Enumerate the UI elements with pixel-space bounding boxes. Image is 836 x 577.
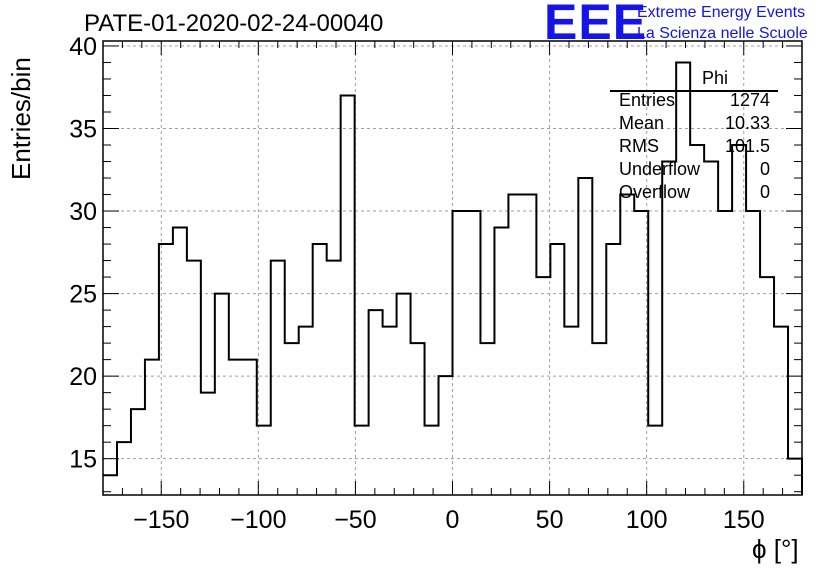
x-tick-label: −150 — [133, 506, 189, 534]
stats-box: Phi Entries 1274 Mean 10.33 RMS 101.5 Un… — [610, 67, 778, 204]
stats-row-rms: RMS 101.5 — [610, 135, 778, 158]
y-tick-label: 35 — [69, 115, 97, 143]
stats-row-underflow: Underflow 0 — [610, 158, 778, 181]
y-tick-label: 40 — [69, 33, 97, 61]
histogram-line — [103, 61, 803, 495]
x-tick-label: 0 — [446, 506, 460, 534]
stats-divider — [610, 90, 778, 92]
x-tick-label: 150 — [723, 506, 765, 534]
stats-name: Phi — [701, 68, 728, 88]
chart-title: PATE-01-2020-02-24-00040 — [84, 10, 384, 37]
stats-value: 0 — [759, 159, 770, 179]
x-tick-label: 100 — [626, 506, 668, 534]
y-axis-label: Entries/bin — [6, 57, 36, 180]
stats-value: 101.5 — [724, 136, 770, 156]
stats-label: RMS — [619, 136, 659, 156]
stats-label: Underflow — [619, 159, 701, 179]
x-tick-label: 50 — [536, 506, 564, 534]
eee-logo: EEE — [544, 0, 648, 50]
stats-value: 1274 — [729, 90, 770, 110]
stats-row-entries: Entries 1274 — [610, 89, 778, 112]
y-tick-label: 30 — [69, 198, 97, 226]
stats-row-mean: Mean 10.33 — [610, 112, 778, 135]
y-tick-label: 20 — [69, 363, 97, 391]
x-axis-label: ϕ [°] — [752, 534, 799, 564]
x-tick-label: −50 — [334, 506, 376, 534]
y-tick-label: 25 — [69, 281, 97, 309]
x-tick-label: −100 — [230, 506, 286, 534]
stats-row-overflow: Overflow 0 — [610, 181, 778, 204]
stats-label: Mean — [619, 113, 665, 133]
stats-label: Entries — [619, 90, 676, 110]
logo-caption-line1: Extreme Energy Events — [637, 4, 806, 21]
stats-value: 10.33 — [724, 113, 770, 133]
y-tick-label: 15 — [69, 446, 97, 474]
stats-label: Overflow — [619, 182, 691, 202]
stats-value: 0 — [759, 182, 770, 202]
logo-caption-line2: La Scienza nelle Scuole — [637, 25, 808, 42]
